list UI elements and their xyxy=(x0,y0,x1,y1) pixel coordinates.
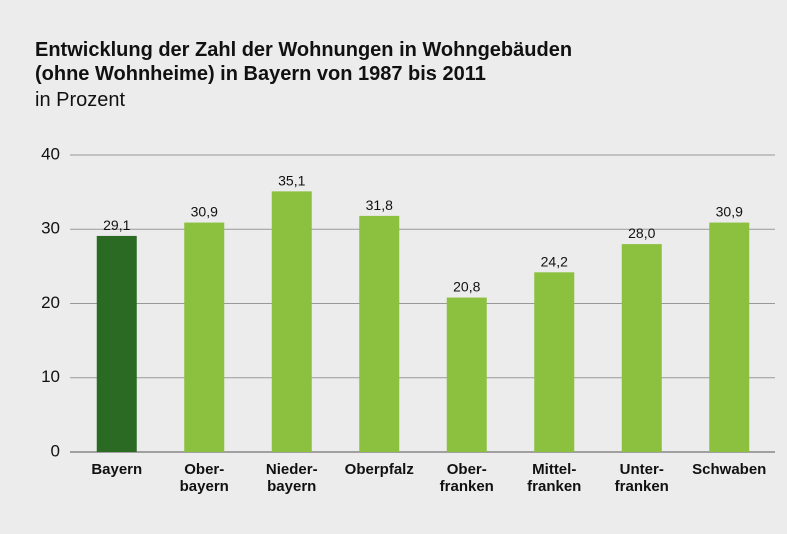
x-tick-label: Ober- franken xyxy=(439,461,494,495)
value-label: 24,2 xyxy=(541,253,568,269)
value-label: 35,1 xyxy=(278,172,305,188)
chart-subtitle: in Prozent xyxy=(35,89,125,111)
bar xyxy=(709,222,750,452)
x-tick-label: Schwaben xyxy=(692,461,767,478)
y-tick-label: 20 xyxy=(41,293,60,312)
bar xyxy=(534,272,575,452)
y-tick-label: 40 xyxy=(41,144,60,163)
x-tick-label: Ober- bayern xyxy=(179,461,229,495)
x-tick-label: Nieder- bayern xyxy=(265,461,318,495)
value-label: 30,9 xyxy=(716,204,743,220)
x-tick-label: Mittel- franken xyxy=(527,461,582,495)
x-tick-label: Oberpfalz xyxy=(344,461,414,478)
bar xyxy=(271,191,312,452)
bar xyxy=(184,222,225,452)
value-label: 20,8 xyxy=(453,279,480,295)
x-tick-label: Unter- franken xyxy=(614,461,669,495)
value-label: 31,8 xyxy=(366,197,393,213)
bar xyxy=(96,235,137,452)
y-tick-label: 0 xyxy=(51,441,60,460)
bar xyxy=(621,244,662,452)
y-tick-label: 30 xyxy=(41,219,60,238)
value-label: 29,1 xyxy=(103,217,130,233)
bar xyxy=(446,297,487,452)
bar xyxy=(359,215,400,452)
chart-title-line2: (ohne Wohnheime) in Bayern von 1987 bis … xyxy=(35,63,486,85)
x-tick-label: Bayern xyxy=(91,461,143,478)
chart-title: Entwicklung der Zahl der Wohnungen in Wo… xyxy=(35,39,572,61)
value-label: 30,9 xyxy=(191,204,218,220)
value-label: 28,0 xyxy=(628,225,655,241)
y-tick-label: 10 xyxy=(41,367,60,386)
